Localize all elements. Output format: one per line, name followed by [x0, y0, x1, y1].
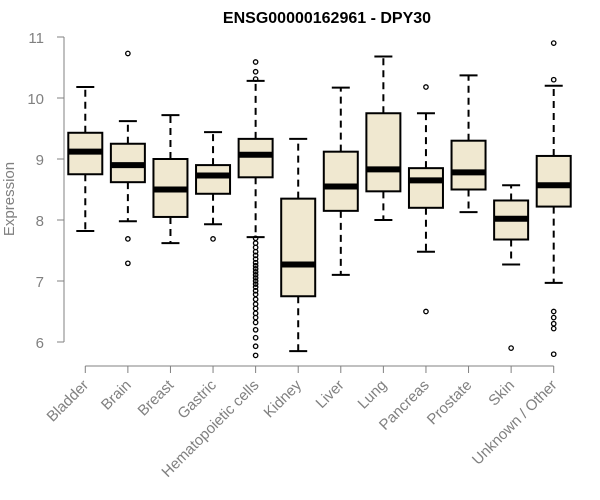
box-kidney [280, 137, 317, 353]
y-tick-label: 8 [36, 213, 44, 230]
x-tick-label: Skin [485, 377, 518, 410]
box-liver [322, 86, 359, 276]
iqr-box [195, 164, 232, 195]
outlier-point [550, 325, 557, 332]
x-tick-label: Lung [355, 377, 391, 413]
outlier-point [550, 308, 557, 315]
iqr-box [280, 197, 317, 298]
box-lung [365, 55, 402, 221]
outlier-point [252, 281, 259, 287]
outlier-point [252, 272, 259, 278]
outlier-point [125, 260, 131, 267]
outlier-point [125, 236, 131, 242]
outlier-point [252, 343, 259, 350]
boxes-group [67, 40, 572, 359]
iqr-box [365, 112, 402, 193]
outlier-point [252, 265, 259, 272]
box-brain [109, 50, 146, 267]
outlier-point [252, 268, 259, 275]
box-breast [152, 114, 189, 245]
box-pancreas [407, 84, 444, 315]
outlier-point [252, 252, 259, 259]
x-tick-label: Liver [313, 377, 348, 412]
outlier-point [252, 296, 259, 303]
y-axis-label: Expression [1, 162, 18, 236]
x-tick-label: Kidney [261, 376, 306, 421]
y-tick-label: 7 [36, 274, 44, 291]
outlier-point [550, 314, 557, 321]
box-prostate [450, 74, 487, 214]
x-tick-label: Brain [98, 377, 135, 414]
outlier-point [550, 76, 557, 83]
iqr-box [322, 150, 359, 212]
outlier-point [125, 50, 131, 57]
outlier-point [252, 334, 259, 341]
outlier-point [210, 236, 216, 242]
outlier-point [252, 68, 259, 75]
iqr-box [237, 137, 274, 179]
iqr-box [450, 139, 487, 191]
outlier-point [252, 352, 259, 359]
outlier-point [252, 278, 259, 284]
outlier-point [508, 345, 514, 351]
y-tick-label: 6 [36, 335, 44, 352]
x-tick-label: Breast [135, 376, 178, 419]
iqr-box [535, 154, 572, 208]
chart-title: ENSG00000162961 - DPY30 [223, 10, 431, 27]
outlier-point [252, 248, 259, 255]
box-skin [493, 184, 530, 351]
outlier-point [252, 319, 259, 326]
outlier-point [252, 326, 259, 333]
x-tick-label: Bladder [44, 377, 93, 426]
outlier-point [252, 287, 259, 294]
outlier-point [252, 262, 259, 269]
y-tick-label: 10 [27, 91, 44, 108]
box-bladder [67, 86, 104, 232]
iqr-box [407, 167, 444, 209]
outlier-point [423, 84, 429, 90]
y-tick-label: 9 [36, 152, 44, 169]
outlier-point [423, 308, 429, 315]
x-tick-label: Prostate [424, 377, 476, 429]
outlier-point [252, 256, 259, 262]
box-unknown-other [535, 40, 572, 358]
box-gastric [195, 131, 232, 242]
outlier-point [252, 76, 259, 82]
box-hematopoietic-cells [237, 59, 274, 359]
outlier-point [252, 59, 259, 65]
outlier-point [252, 284, 259, 290]
outlier-point [550, 351, 557, 358]
outlier-point [550, 320, 557, 327]
outlier-point [252, 259, 259, 266]
y-tick-label: 11 [28, 30, 44, 47]
outlier-point [550, 40, 557, 46]
outlier-point [252, 275, 259, 281]
